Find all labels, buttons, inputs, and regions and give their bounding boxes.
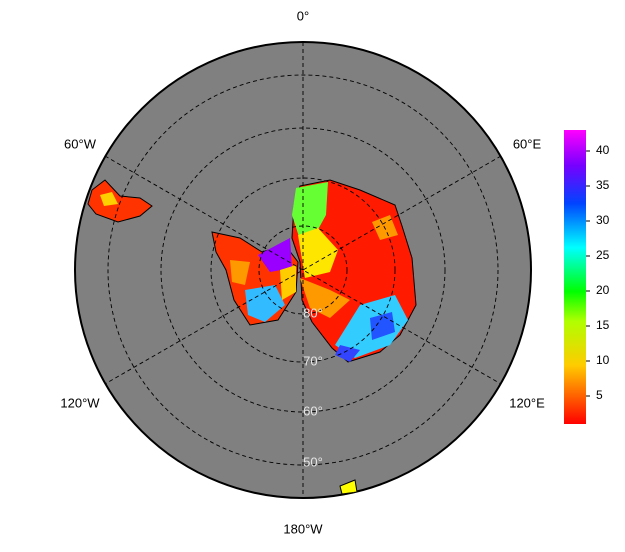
meridian — [104, 155, 502, 385]
meridian — [104, 155, 502, 385]
lon-label: 120°W — [60, 395, 100, 410]
patch — [280, 265, 296, 300]
lon-label: 120°E — [509, 395, 545, 410]
colorbar-tick-label: 40 — [596, 143, 610, 157]
lon-label: 60°E — [513, 136, 542, 151]
patch — [258, 238, 292, 272]
latitude-circle — [107, 74, 499, 466]
lat-label: 50° — [303, 454, 323, 469]
colorbar-tick-label: 5 — [596, 388, 603, 402]
patch — [245, 285, 285, 322]
colorbar-tick-label: 25 — [596, 248, 610, 262]
lon-label: 60°W — [64, 136, 97, 151]
lat-label: 80° — [303, 305, 323, 320]
patch — [292, 182, 328, 240]
colorbar-tick-label: 35 — [596, 178, 610, 192]
colorbar-tick-label: 20 — [596, 283, 610, 297]
patch — [230, 260, 250, 285]
colorbar-tick-label: 30 — [596, 213, 610, 227]
lat-label: 60° — [303, 403, 323, 418]
data-field — [87, 179, 417, 495]
patch — [370, 312, 395, 340]
patch — [335, 345, 360, 362]
lon-label: 180°W — [283, 521, 323, 536]
patch — [100, 192, 118, 206]
patch — [300, 278, 350, 318]
patch — [298, 228, 338, 278]
latitude-circle — [258, 225, 348, 315]
colorbar-tick-label: 10 — [596, 353, 610, 367]
colorbar-tick-label: 15 — [596, 318, 610, 332]
lon-label: 0° — [297, 8, 309, 23]
land-south-america — [87, 179, 153, 223]
lat-label: 70° — [303, 353, 323, 368]
colorbar — [564, 130, 586, 424]
graticule — [104, 42, 502, 498]
latitude-circle — [210, 177, 396, 363]
